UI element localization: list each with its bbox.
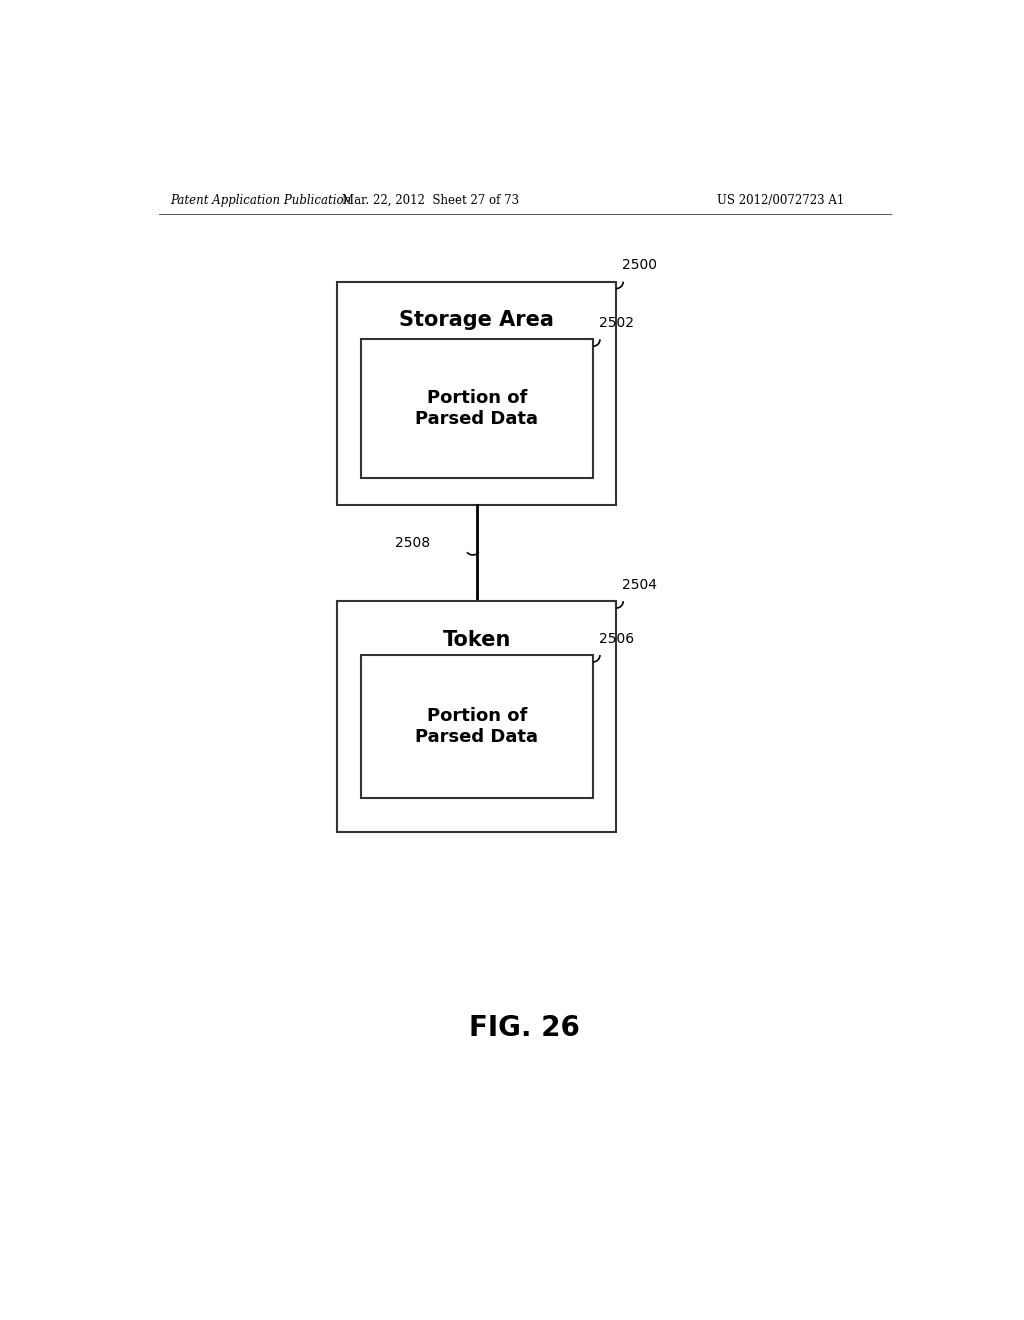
Text: 2508: 2508 <box>395 536 430 550</box>
Text: 2506: 2506 <box>599 632 634 645</box>
Text: US 2012/0072723 A1: US 2012/0072723 A1 <box>717 194 844 207</box>
Text: Patent Application Publication: Patent Application Publication <box>171 194 352 207</box>
Text: FIG. 26: FIG. 26 <box>469 1015 581 1043</box>
Text: Portion of
Parsed Data: Portion of Parsed Data <box>416 389 539 428</box>
Bar <box>337 281 616 506</box>
Text: 2504: 2504 <box>623 578 657 591</box>
Bar <box>337 601 616 832</box>
Bar <box>360 339 593 478</box>
Text: Token: Token <box>442 630 511 649</box>
Text: 2502: 2502 <box>599 315 634 330</box>
Text: Portion of
Parsed Data: Portion of Parsed Data <box>416 708 539 746</box>
Bar <box>360 655 593 797</box>
Text: Mar. 22, 2012  Sheet 27 of 73: Mar. 22, 2012 Sheet 27 of 73 <box>342 194 519 207</box>
Text: 2500: 2500 <box>623 259 657 272</box>
Text: Storage Area: Storage Area <box>399 310 554 330</box>
